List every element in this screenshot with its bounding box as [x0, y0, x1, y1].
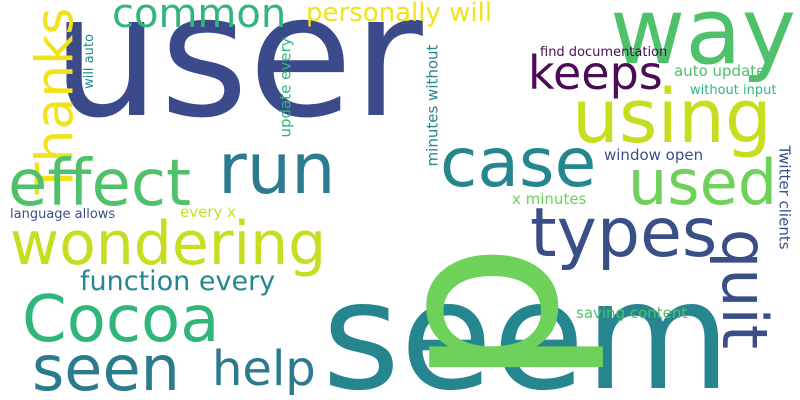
word-will-auto: will auto [81, 34, 97, 89]
word-quit: quit [708, 228, 782, 350]
word-find-documentation: find documentation [540, 45, 668, 60]
word-x-minutes: x minutes [512, 190, 587, 208]
word-minutes-without: minutes without [423, 44, 442, 167]
word-wondering: wondering [10, 209, 327, 279]
word-run: run [218, 128, 336, 210]
word-seen: seen [32, 332, 180, 400]
word-personally-will: personally will [306, 0, 493, 28]
word-user: user [52, 0, 423, 156]
word-window-open: window open [604, 146, 704, 164]
word-types: types [530, 194, 718, 273]
word-seem: seem [322, 250, 731, 400]
word-update-every: update every [276, 37, 295, 138]
word-effect: effect [8, 147, 192, 221]
word-keeps: keeps [528, 46, 663, 100]
word-case: case [440, 124, 597, 203]
word-twitter-clients: Twitter clients [775, 145, 794, 250]
word-using: using [572, 74, 772, 160]
word-way: way [610, 0, 797, 85]
word-every-x: every x [180, 203, 237, 221]
word-language-allows: language allows [10, 207, 116, 222]
word-cocoa: Cocoa [22, 283, 220, 357]
word-without-input: without input [690, 83, 777, 98]
word-common: common [112, 0, 287, 37]
word-used: used [628, 146, 778, 219]
word-help: help [212, 341, 316, 397]
word-saving-content: saving content [576, 304, 688, 322]
word-function-every: function every [80, 266, 276, 297]
word-auto-update: auto update [674, 62, 766, 80]
